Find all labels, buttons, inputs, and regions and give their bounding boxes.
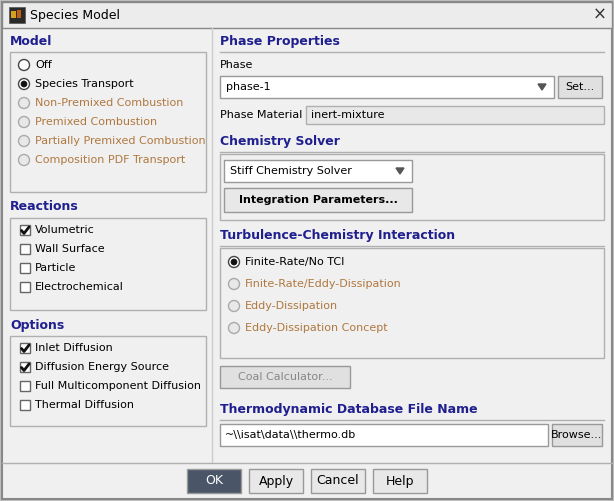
Bar — [552, 424, 602, 446]
Text: OK: OK — [205, 474, 223, 487]
Bar — [20, 381, 30, 391]
Bar — [10, 52, 206, 192]
Text: Diffusion Energy Source: Diffusion Energy Source — [35, 362, 169, 372]
Bar — [187, 469, 241, 493]
Text: Phase Properties: Phase Properties — [220, 35, 340, 48]
Text: Wall Surface: Wall Surface — [35, 244, 104, 254]
Text: Particle: Particle — [35, 263, 76, 273]
Text: Off: Off — [35, 60, 52, 70]
Polygon shape — [538, 84, 546, 90]
Text: Set...: Set... — [565, 82, 594, 92]
Bar — [220, 154, 604, 220]
Bar — [9, 7, 25, 23]
Text: Finite-Rate/Eddy-Dissipation: Finite-Rate/Eddy-Dissipation — [245, 279, 402, 289]
Text: Volumetric: Volumetric — [35, 225, 95, 235]
Text: Thermodynamic Database File Name: Thermodynamic Database File Name — [220, 402, 478, 415]
Circle shape — [231, 259, 237, 265]
Bar — [558, 76, 602, 98]
Circle shape — [18, 98, 29, 109]
Text: Browse...: Browse... — [551, 430, 603, 440]
Text: Species Model: Species Model — [30, 9, 120, 22]
Text: Thermal Diffusion: Thermal Diffusion — [35, 400, 134, 410]
Bar — [20, 400, 30, 410]
Text: Phase Material: Phase Material — [220, 110, 302, 120]
Bar — [311, 469, 365, 493]
Circle shape — [18, 154, 29, 165]
Bar — [220, 248, 604, 358]
Bar — [20, 362, 30, 372]
Text: Phase: Phase — [220, 60, 254, 70]
Text: Full Multicomponent Diffusion: Full Multicomponent Diffusion — [35, 381, 201, 391]
Bar — [17, 10, 21, 18]
Bar — [224, 188, 412, 212]
Bar — [306, 106, 604, 124]
Text: Turbulence-Chemistry Interaction: Turbulence-Chemistry Interaction — [220, 228, 455, 241]
Bar — [20, 244, 30, 254]
Bar — [11, 11, 16, 18]
Text: Non-Premixed Combustion: Non-Premixed Combustion — [35, 98, 184, 108]
Circle shape — [18, 60, 29, 71]
Circle shape — [228, 279, 239, 290]
Bar — [20, 225, 30, 235]
Bar — [220, 366, 350, 388]
Bar — [20, 282, 30, 292]
Text: Cancel: Cancel — [317, 474, 359, 487]
Polygon shape — [396, 168, 404, 174]
Text: Chemistry Solver: Chemistry Solver — [220, 134, 340, 147]
Bar — [10, 218, 206, 310]
Bar — [10, 336, 206, 426]
Text: Composition PDF Transport: Composition PDF Transport — [35, 155, 185, 165]
Text: Integration Parameters...: Integration Parameters... — [239, 195, 397, 205]
Circle shape — [18, 79, 29, 90]
Circle shape — [18, 135, 29, 146]
Bar — [224, 160, 412, 182]
Text: Eddy-Dissipation Concept: Eddy-Dissipation Concept — [245, 323, 387, 333]
Text: Model: Model — [10, 35, 52, 48]
Bar — [220, 76, 554, 98]
Bar — [249, 469, 303, 493]
Text: Electrochemical: Electrochemical — [35, 282, 124, 292]
Bar — [20, 343, 30, 353]
Circle shape — [21, 81, 27, 87]
Text: Finite-Rate/No TCI: Finite-Rate/No TCI — [245, 257, 344, 267]
Circle shape — [228, 301, 239, 312]
Text: Partially Premixed Combustion: Partially Premixed Combustion — [35, 136, 206, 146]
Text: Inlet Diffusion: Inlet Diffusion — [35, 343, 113, 353]
Text: Species Transport: Species Transport — [35, 79, 134, 89]
Text: Stiff Chemistry Solver: Stiff Chemistry Solver — [230, 166, 352, 176]
Text: phase-1: phase-1 — [226, 82, 271, 92]
Text: Apply: Apply — [258, 474, 293, 487]
Text: Premixed Combustion: Premixed Combustion — [35, 117, 157, 127]
Text: Help: Help — [386, 474, 414, 487]
Text: Eddy-Dissipation: Eddy-Dissipation — [245, 301, 338, 311]
Bar — [2, 2, 612, 28]
Circle shape — [228, 323, 239, 334]
Text: Coal Calculator...: Coal Calculator... — [238, 372, 332, 382]
Text: Options: Options — [10, 319, 64, 332]
Text: Reactions: Reactions — [10, 200, 79, 213]
Circle shape — [228, 257, 239, 268]
Circle shape — [18, 117, 29, 127]
Bar — [20, 263, 30, 273]
Bar — [373, 469, 427, 493]
Text: inert-mixture: inert-mixture — [311, 110, 384, 120]
Text: ~\\isat\data\\thermo.db: ~\\isat\data\\thermo.db — [225, 430, 356, 440]
Bar — [220, 424, 548, 446]
Text: ×: × — [593, 6, 607, 24]
